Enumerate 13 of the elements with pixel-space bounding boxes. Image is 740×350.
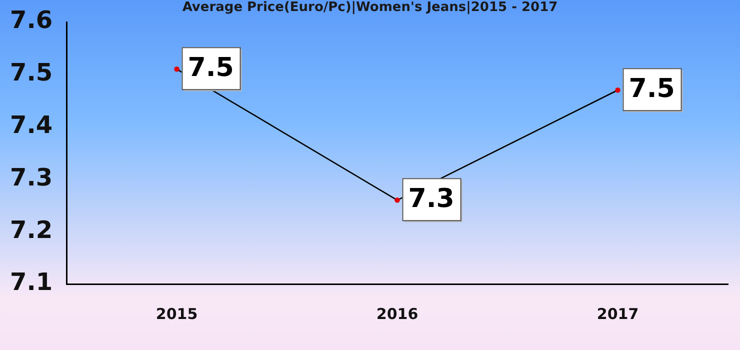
x-tick-label: 2017: [596, 304, 639, 323]
y-tick-label: 7.3: [10, 163, 53, 192]
data-label: 7.5: [188, 52, 234, 83]
y-tick-label: 7.6: [10, 6, 53, 34]
y-tick-label: 7.5: [10, 58, 53, 87]
y-tick-label: 7.1: [10, 268, 53, 296]
y-tick-label: 7.4: [10, 111, 53, 140]
chart-title: Average Price(Euro/Pc)|Women's Jeans|2015 - 2017: [182, 0, 558, 15]
y-tick-label: 7.2: [10, 216, 53, 244]
data-label: 7.3: [408, 184, 454, 214]
x-tick-label: 2016: [376, 304, 418, 323]
data-label: 7.5: [628, 74, 675, 104]
x-tick-label: 2015: [156, 304, 198, 323]
